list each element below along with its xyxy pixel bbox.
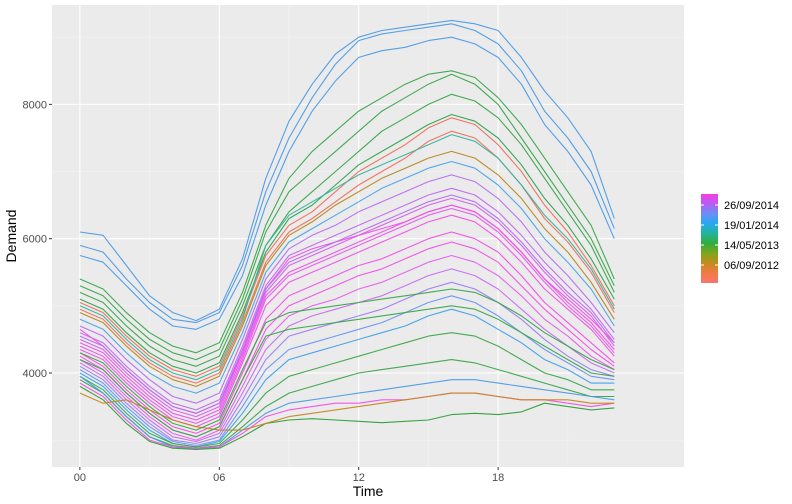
series-line [79, 288, 615, 431]
series-line [79, 73, 615, 361]
series-line [79, 254, 615, 441]
x-tick-label: 18 [492, 472, 504, 484]
series-line [79, 281, 615, 445]
series-line [79, 332, 615, 448]
x-axis-ticks: 00 06 12 18 [74, 467, 504, 484]
x-tick-label: 06 [213, 472, 225, 484]
series-line [79, 70, 615, 354]
series-line [79, 19, 615, 322]
series-line [79, 174, 615, 404]
legend-colorbar [701, 194, 718, 283]
series-line [79, 194, 615, 414]
series-lines [79, 19, 615, 451]
legend: 26/09/2014 19/01/2014 14/05/2013 06/09/2012 [701, 200, 779, 272]
y-axis-ticks: 4000 6000 8000 [23, 99, 52, 380]
series-line [79, 359, 615, 449]
series-line [79, 268, 615, 443]
series-line [79, 36, 615, 330]
series-line [79, 113, 615, 374]
series-line [79, 214, 615, 428]
series-line [79, 150, 615, 387]
series-line [79, 392, 615, 431]
series-line [79, 160, 615, 394]
series-line [79, 231, 615, 434]
series-line [79, 385, 615, 451]
plot-panel [52, 5, 684, 467]
series-line [79, 93, 615, 367]
legend-label: 26/09/2014 [724, 200, 779, 212]
series-line [79, 305, 615, 438]
series-line [79, 23, 615, 324]
x-axis-title: Time [353, 483, 384, 499]
series-line [79, 187, 615, 411]
series-line [79, 207, 615, 424]
legend-label: 14/05/2013 [724, 240, 779, 252]
legend-label: 19/01/2014 [724, 220, 779, 232]
series-line [79, 134, 615, 381]
series-line [79, 197, 615, 418]
legend-label: 06/09/2012 [724, 260, 779, 272]
x-tick-label: 12 [353, 472, 365, 484]
series-line [79, 204, 615, 421]
y-axis-title: Demand [3, 210, 19, 263]
y-tick-label: 4000 [23, 368, 47, 380]
y-tick-label: 8000 [23, 99, 47, 111]
x-tick-label: 00 [74, 472, 86, 484]
major-grid [52, 5, 684, 467]
y-tick-label: 6000 [23, 234, 47, 246]
